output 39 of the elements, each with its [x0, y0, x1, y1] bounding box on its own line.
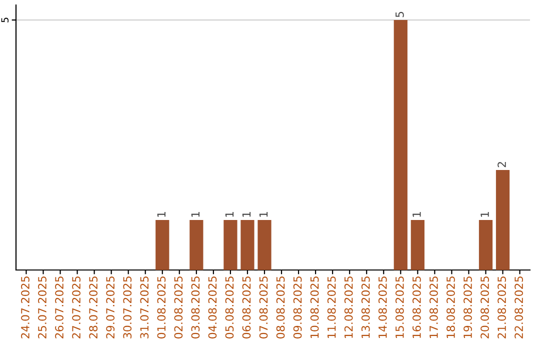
x-tick-label: 07.08.2025: [259, 276, 268, 338]
x-tick-label: 13.08.2025: [361, 276, 370, 338]
x-tick-label: 31.07.2025: [140, 276, 149, 338]
data-label: 1: [225, 212, 234, 217]
x-tick-label: 10.08.2025: [310, 276, 319, 338]
x-tick-label: 04.08.2025: [208, 276, 217, 338]
x-tick-label: 02.08.2025: [174, 276, 183, 338]
x-tick-label: 05.08.2025: [225, 276, 234, 338]
x-tick-label: 26.07.2025: [55, 276, 64, 338]
data-label: 5: [396, 12, 404, 18]
x-tick-label: 24.07.2025: [21, 276, 30, 338]
x-tick-label: 15.08.2025: [395, 276, 404, 338]
x-tick-label: 06.08.2025: [242, 276, 251, 338]
x-tick-label: 12.08.2025: [344, 276, 353, 338]
x-tick-label: 19.08.2025: [464, 276, 472, 338]
data-label: 1: [191, 212, 200, 217]
data-label: 1: [412, 212, 421, 217]
x-tick-label: 16.08.2025: [412, 276, 421, 338]
x-tick-label: 01.08.2025: [157, 276, 166, 338]
x-tick-label: 21.08.2025: [498, 276, 506, 338]
x-tick-label: 29.07.2025: [106, 276, 115, 338]
x-tick-label: 20.08.2025: [480, 276, 489, 338]
x-tick-label: 17.08.2025: [430, 276, 438, 338]
x-tick-label: 27.07.2025: [72, 276, 80, 338]
x-tick-label: 14.08.2025: [378, 276, 387, 338]
data-label: 1: [242, 212, 251, 217]
data-label: 1: [157, 212, 166, 217]
x-tick-label: 03.08.2025: [191, 276, 200, 338]
x-tick-label: 30.07.2025: [123, 276, 132, 338]
x-tick-label: 11.08.2025: [327, 276, 336, 338]
x-tick-label: 09.08.2025: [293, 276, 302, 338]
x-tick-label: 22.08.2025: [514, 276, 524, 338]
x-tick-label: 28.07.2025: [89, 276, 98, 338]
x-tick-label: 18.08.2025: [446, 276, 455, 338]
data-label: 1: [259, 212, 268, 217]
data-label: 2: [498, 162, 506, 168]
data-label: 1: [480, 212, 489, 217]
x-tick-label: 25.07.2025: [38, 276, 46, 338]
x-tick-label: 08.08.2025: [276, 276, 285, 338]
